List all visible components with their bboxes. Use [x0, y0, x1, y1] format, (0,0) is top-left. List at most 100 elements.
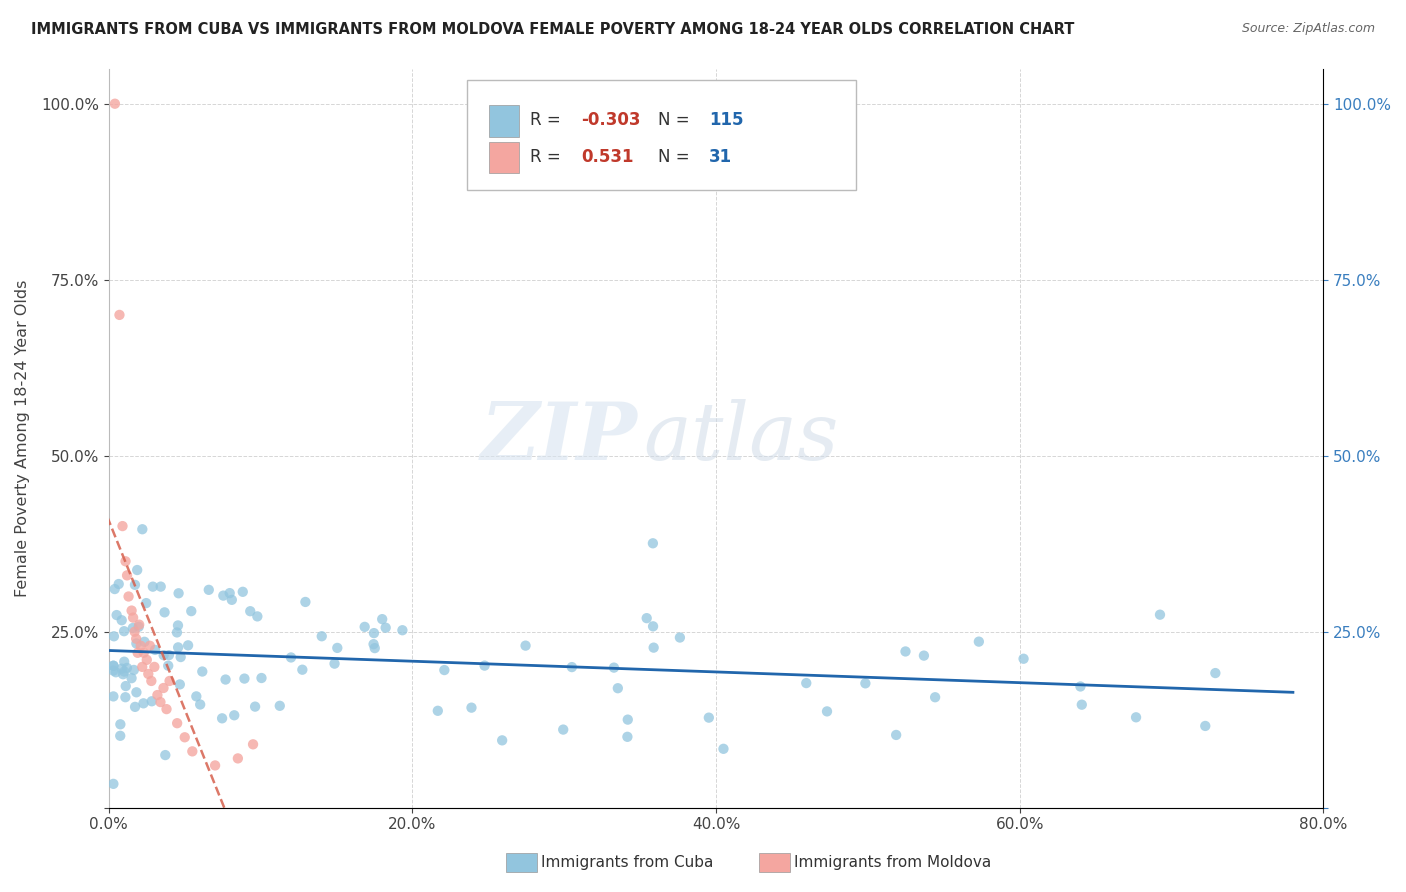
Point — [114, 554, 136, 568]
Point — [134, 634, 156, 648]
Point — [226, 751, 249, 765]
Text: atlas: atlas — [643, 400, 838, 477]
Point — [122, 663, 145, 677]
Point — [132, 696, 155, 710]
Point — [111, 667, 134, 681]
Point — [124, 699, 146, 714]
Point — [616, 713, 638, 727]
Point — [191, 665, 214, 679]
Point — [669, 631, 692, 645]
Point — [246, 609, 269, 624]
Point — [139, 639, 162, 653]
Point — [152, 648, 174, 662]
Point — [1069, 680, 1091, 694]
Point — [149, 695, 172, 709]
Point — [117, 590, 139, 604]
Point — [242, 737, 264, 751]
Point — [643, 640, 665, 655]
Point — [1204, 666, 1226, 681]
Point — [173, 731, 195, 745]
Point — [167, 586, 190, 600]
Point — [186, 690, 208, 704]
Point — [108, 308, 131, 322]
Point — [460, 700, 482, 714]
Point — [155, 702, 177, 716]
Point — [1194, 719, 1216, 733]
Text: N =: N = — [658, 148, 695, 166]
Point — [127, 563, 149, 577]
Point — [374, 621, 396, 635]
Point — [149, 580, 172, 594]
Point — [136, 667, 159, 681]
Point — [110, 729, 132, 743]
Point — [128, 617, 150, 632]
Text: Immigrants from Cuba: Immigrants from Cuba — [541, 855, 714, 870]
Point — [127, 646, 149, 660]
Point — [112, 665, 135, 679]
Text: 0.531: 0.531 — [581, 148, 634, 166]
Point — [124, 578, 146, 592]
Point — [181, 744, 204, 758]
Y-axis label: Female Poverty Among 18-24 Year Olds: Female Poverty Among 18-24 Year Olds — [15, 279, 30, 597]
Point — [815, 705, 838, 719]
Point — [103, 664, 125, 678]
Point — [364, 641, 387, 656]
FancyBboxPatch shape — [467, 79, 856, 191]
Point — [280, 650, 302, 665]
Point — [426, 704, 449, 718]
Point — [243, 699, 266, 714]
Point — [103, 658, 125, 673]
Point — [167, 618, 190, 632]
Point — [141, 673, 163, 688]
Point — [166, 625, 188, 640]
Point — [115, 568, 138, 582]
Point — [371, 612, 394, 626]
Point — [135, 653, 157, 667]
Point — [104, 582, 127, 596]
Point — [311, 629, 333, 643]
Point — [1149, 607, 1171, 622]
Text: R =: R = — [530, 148, 567, 166]
Text: Immigrants from Moldova: Immigrants from Moldova — [794, 855, 991, 870]
Point — [188, 698, 211, 712]
Point — [169, 650, 191, 665]
Point — [250, 671, 273, 685]
Point — [125, 636, 148, 650]
Point — [132, 646, 155, 660]
Text: IMMIGRANTS FROM CUBA VS IMMIGRANTS FROM MOLDOVA FEMALE POVERTY AMONG 18-24 YEAR : IMMIGRANTS FROM CUBA VS IMMIGRANTS FROM … — [31, 22, 1074, 37]
Point — [110, 717, 132, 731]
Point — [152, 681, 174, 695]
Point — [353, 620, 375, 634]
Point — [107, 577, 129, 591]
Point — [103, 690, 125, 704]
Point — [169, 677, 191, 691]
Point — [125, 685, 148, 699]
Point — [391, 624, 413, 638]
Point — [224, 708, 246, 723]
Point — [474, 658, 496, 673]
Point — [232, 584, 254, 599]
Point — [433, 663, 456, 677]
Point — [141, 694, 163, 708]
Point — [233, 672, 256, 686]
Point — [697, 711, 720, 725]
Point — [146, 688, 169, 702]
Point — [131, 660, 153, 674]
Point — [553, 723, 575, 737]
Point — [121, 621, 143, 635]
Point — [1012, 652, 1035, 666]
Text: 115: 115 — [709, 112, 744, 129]
Point — [641, 619, 664, 633]
Point — [884, 728, 907, 742]
Point — [491, 733, 513, 747]
Point — [129, 639, 152, 653]
Point — [912, 648, 935, 663]
Point — [103, 629, 125, 643]
Point — [111, 519, 134, 533]
Text: 31: 31 — [709, 148, 733, 166]
Point — [128, 620, 150, 634]
Point — [112, 624, 135, 639]
Point — [114, 679, 136, 693]
Point — [105, 608, 128, 623]
Point — [112, 655, 135, 669]
